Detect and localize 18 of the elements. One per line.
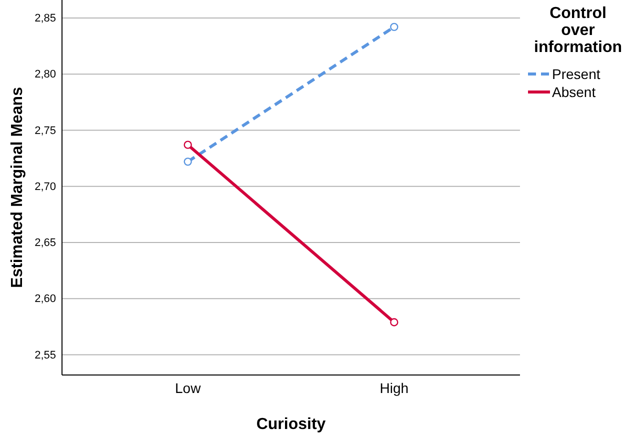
legend-label: Present [552, 66, 600, 82]
point [184, 158, 192, 166]
y-tick-label: 2,65 [34, 237, 56, 250]
legend-title: Control over information [534, 5, 622, 56]
point [390, 318, 398, 326]
y-tick-label: 2,70 [34, 180, 56, 193]
x-axis-title: Curiosity [256, 416, 326, 433]
y-tick-label: 2,60 [34, 293, 56, 306]
y-tick-label: 2,85 [34, 12, 56, 24]
legend-label: Absent [552, 84, 596, 100]
y-axis-title: Estimated Marginal Means [9, 86, 26, 288]
point [184, 140, 192, 149]
x-tick-label: Low [175, 380, 202, 396]
y-tick-label: 2,55 [34, 349, 56, 362]
point [390, 22, 398, 32]
y-tick-label: 2,80 [34, 68, 56, 81]
x-tick-label: High [380, 380, 409, 396]
y-tick-label: 2,75 [34, 124, 56, 137]
